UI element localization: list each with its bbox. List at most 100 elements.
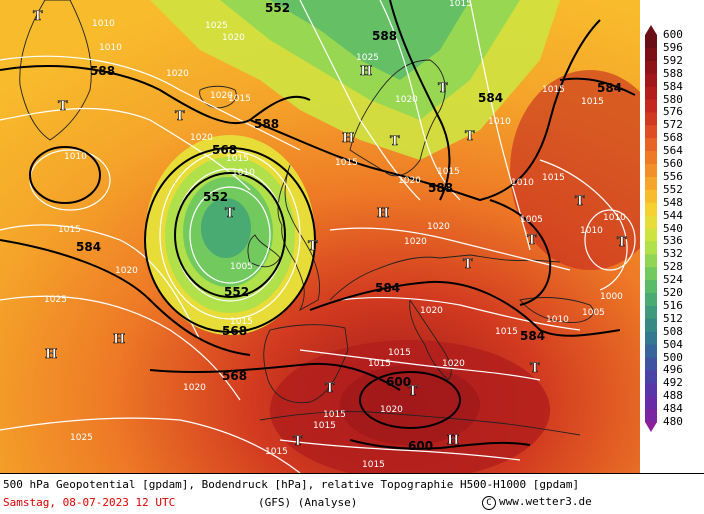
isobar-label: 1010 [99,43,122,53]
legend-swatch [645,344,657,358]
legend-swatch [645,318,657,333]
isobar-label: 1015 [323,410,346,420]
legend-swatch [645,267,657,281]
low-center-marker: T [617,235,627,250]
isobar-label: 1020 [398,176,421,186]
legend-swatch [645,254,657,268]
isobar-label: 1020 [404,237,427,247]
credit-text: www.wetter3.de [499,495,592,508]
legend-tick-label: 568 [663,131,683,145]
legend-tick-label: 508 [663,324,683,338]
isobar-label: 1025 [44,295,67,305]
isobar-label: 1010 [488,117,511,127]
isobar-label: 1020 [115,266,138,276]
legend-tick-label: 556 [663,169,683,183]
map-footer: 500 hPa Geopotential [gpdam], Bodendruck… [0,473,704,514]
isobar-label: 1020 [380,405,403,415]
isobar-label: 1015 [542,85,565,95]
low-center-marker: T [225,206,235,221]
weather-map: 552 588 588 568 552 552 568 588 588 584 … [0,0,640,473]
contour-label: 552 [203,190,228,204]
contour-label: 584 [520,329,545,343]
legend-swatch [645,125,657,139]
low-center-marker: T [463,257,473,272]
legend-swatch [645,189,657,204]
legend-swatch [645,331,657,346]
legend-tick-label: 564 [663,144,683,158]
isobar-label: 1010 [546,315,569,325]
isobar-label: 1015 [437,167,460,177]
legend-swatch [645,396,657,410]
legend-swatch [645,86,657,100]
legend-tick-label: 520 [663,286,683,299]
isobar-label: 1010 [232,168,255,178]
legend-tick-label: 528 [663,260,683,274]
high-center-marker: H [360,64,372,79]
isobar-label: 1015 [495,327,518,337]
geopotential-contours [0,0,636,450]
legend-swatch [645,409,657,423]
legend-tick-label: 548 [663,195,683,209]
contour-label: 584 [375,281,400,295]
legend-tick-label: 500 [663,350,683,364]
legend-swatch [645,138,657,152]
legend-tick-label: 540 [663,221,683,235]
isobar-label: 1020 [442,359,465,369]
legend-tick-label: 492 [663,376,683,390]
contour-label: 584 [76,240,101,254]
isobar-label: 1020 [222,33,245,43]
isobar-label: 1015 [230,317,253,327]
low-center-marker: T [527,233,537,248]
isobar-label: 1010 [511,178,534,188]
isobar-label: 1020 [190,133,213,143]
legend-bar [645,25,657,432]
low-center-marker: T [408,384,418,399]
isobar-label: 1005 [230,262,253,272]
legend-swatch [645,164,657,178]
map-description: 500 hPa Geopotential [gpdam], Bodendruck… [3,478,580,491]
isobar-label: 1015 [362,460,385,470]
isobar-label: 1020 [210,91,233,101]
color-scale-legend: 600 596 592 588 584 580 576 572 568 564 560 556 552 5… [641,25,704,461]
legend-swatch [645,241,657,255]
model-info: (GFS) (Analyse) [258,496,358,509]
legend-swatch [645,112,657,126]
isobar-label: 1015 [265,447,288,457]
isobars [0,0,635,473]
isobar-label: 1020 [183,383,206,393]
legend-arrow-up [645,25,657,35]
legend-tick-label: 512 [663,311,683,325]
contour-label: 568 [222,369,247,383]
isobar-label: 1015 [581,97,604,107]
legend-tick-label: 484 [663,402,683,416]
isobar-label: 1010 [580,226,603,236]
low-center-marker: T [390,134,400,149]
low-center-marker: T [33,9,43,24]
legend-tick-label: 596 [663,40,683,54]
contour-label: 588 [254,117,279,131]
legend-tick-label: 576 [663,105,683,119]
legend-swatch [645,305,657,320]
isobar-label: 1020 [427,222,450,232]
low-center-marker: T [575,194,585,209]
legend-tick-label: 524 [663,273,683,287]
isobar-label: 1015 [388,348,411,358]
isobar-label: 1005 [520,215,543,225]
legend-tick-label: 480 [663,415,683,428]
legend-swatch [645,383,657,397]
low-center-marker: T [438,81,448,96]
coastlines [19,0,594,436]
contour-label: 588 [90,64,115,78]
legend-swatch [645,99,657,113]
isobar-label: 1020 [395,95,418,105]
legend-swatch [645,47,657,62]
contour-label: 588 [428,181,453,195]
valid-time: Samstag, 08-07-2023 12 UTC [3,496,176,509]
low-center-marker: T [175,109,185,124]
legend-tick-label: 600 [663,28,683,41]
legend-arrow-down [645,422,657,432]
high-center-marker: H [377,206,389,221]
legend-swatch [645,370,657,384]
isobar-label: 1010 [603,213,626,223]
